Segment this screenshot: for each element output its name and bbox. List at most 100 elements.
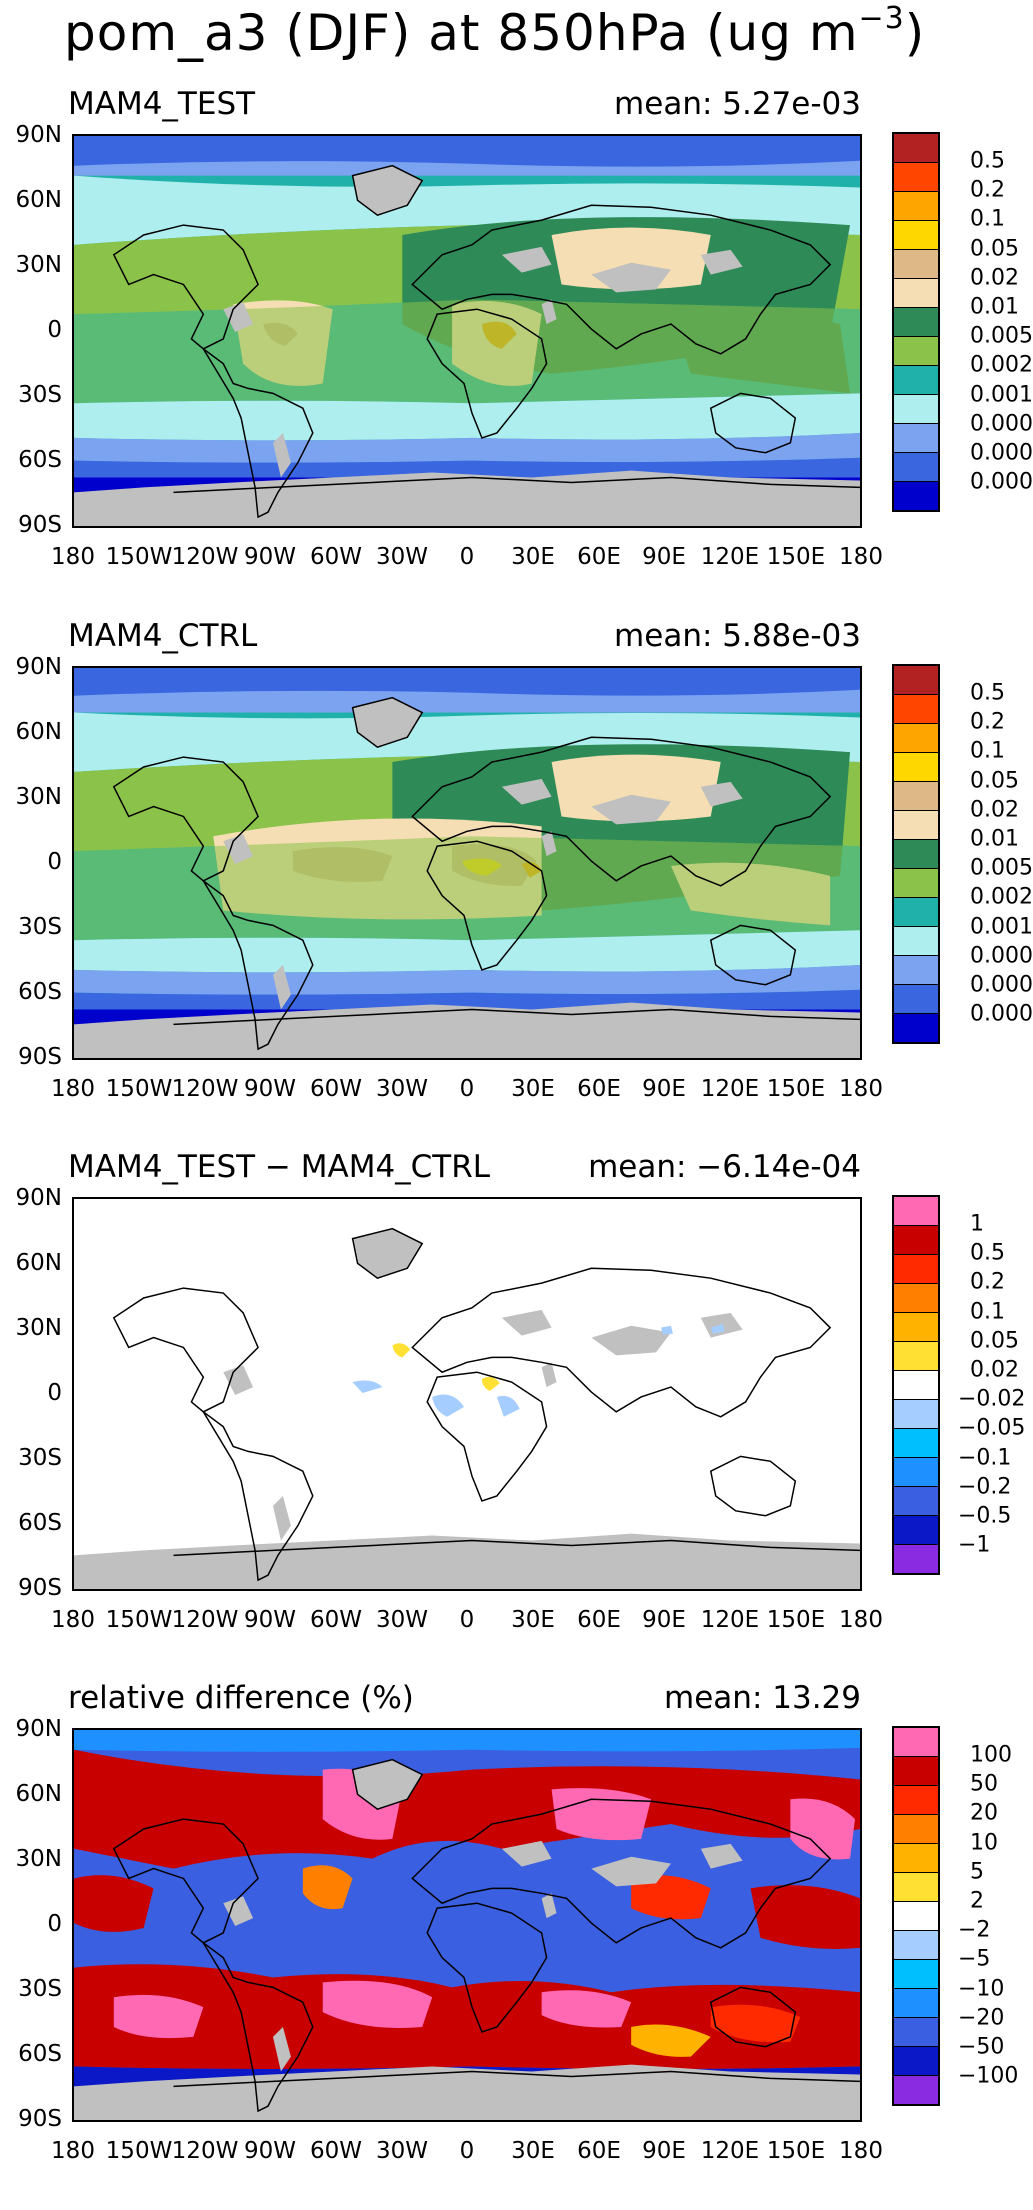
lon-label: 90E bbox=[642, 2138, 686, 2164]
colorbar-swatch bbox=[894, 395, 938, 424]
colorbar-swatch bbox=[894, 1902, 938, 1931]
colorbar-swatch bbox=[894, 695, 938, 724]
colorbar-swatch bbox=[894, 1255, 938, 1284]
panel-label: MAM4_TEST bbox=[68, 86, 256, 122]
colorbar-swatch bbox=[894, 1400, 938, 1429]
panel-label: MAM4_TEST − MAM4_CTRL bbox=[68, 1149, 491, 1185]
lat-label: 60N bbox=[15, 187, 62, 213]
lat-label: 30S bbox=[18, 1445, 62, 1471]
colorbar-label: 0.5 bbox=[970, 148, 1005, 174]
colorbar-label: 0.0001 bbox=[970, 469, 1033, 495]
lon-label: 90W bbox=[243, 544, 297, 570]
colorbar-swatch bbox=[894, 956, 938, 985]
colorbar-label: 0.0005 bbox=[970, 411, 1033, 437]
lon-label: 90E bbox=[642, 1076, 686, 1102]
lat-label: 90N bbox=[15, 654, 62, 680]
lon-label: 150E bbox=[766, 1076, 826, 1102]
colorbar-label: 20 bbox=[970, 1800, 998, 1826]
colorbar-label: 0.02 bbox=[970, 265, 1019, 291]
lat-label: 60S bbox=[18, 1510, 62, 1536]
colorbar-swatch bbox=[894, 308, 938, 337]
lon-label: 90E bbox=[642, 1607, 686, 1633]
lon-label: 180 bbox=[839, 544, 883, 570]
lon-label: 90W bbox=[243, 1607, 297, 1633]
colorbar-label: −20 bbox=[958, 2005, 1005, 2031]
panel-mean: mean: −6.14e-04 bbox=[588, 1149, 861, 1185]
colorbar-label: 0.2 bbox=[970, 709, 1005, 735]
colorbar-swatch bbox=[894, 1960, 938, 1989]
colorbar-label: 0.2 bbox=[970, 177, 1005, 203]
lat-label: 90S bbox=[18, 1044, 62, 1070]
colorbar-swatch bbox=[894, 366, 938, 395]
colorbar-swatch bbox=[894, 250, 938, 279]
lon-label: 120W bbox=[171, 2138, 239, 2164]
lat-label: 60N bbox=[15, 1781, 62, 1807]
colorbar-label: −0.1 bbox=[958, 1445, 1012, 1471]
colorbar-label: 5 bbox=[970, 1859, 984, 1885]
lon-label: 180 bbox=[51, 1607, 95, 1633]
colorbar-swatch bbox=[894, 1786, 938, 1815]
lon-label: 90E bbox=[642, 544, 686, 570]
panel-test: MAM4_TEST mean: 5.27e-03 90N 60N 30N bbox=[0, 86, 1033, 616]
colorbar-swatch bbox=[894, 192, 938, 221]
lon-label: 120E bbox=[700, 544, 760, 570]
lon-label: 30E bbox=[511, 1607, 555, 1633]
lat-label: 90N bbox=[15, 1716, 62, 1742]
colorbar-swatch bbox=[894, 1197, 938, 1226]
lat-label: 90S bbox=[18, 1575, 62, 1601]
colorbar-swatch bbox=[894, 1429, 938, 1458]
lon-label: 30E bbox=[511, 2138, 555, 2164]
lat-label: 30S bbox=[18, 382, 62, 408]
colorbar-label: 0.01 bbox=[970, 826, 1019, 852]
main-title-exponent: −3 bbox=[858, 1, 905, 37]
lat-label: 60S bbox=[18, 447, 62, 473]
colorbar-label: 0.1 bbox=[970, 206, 1005, 232]
lat-label: 30S bbox=[18, 914, 62, 940]
colorbar-swatch bbox=[894, 163, 938, 192]
colorbar-label: 1 bbox=[970, 1211, 984, 1237]
panel-mean: mean: 5.27e-03 bbox=[614, 86, 861, 122]
colorbar-label: 0.0002 bbox=[970, 972, 1033, 998]
panel-mean: mean: 13.29 bbox=[664, 1680, 861, 1716]
lon-label: 120E bbox=[700, 1076, 760, 1102]
lon-label: 60E bbox=[577, 1076, 621, 1102]
colorbar-swatch bbox=[894, 1014, 938, 1042]
lon-label: 180 bbox=[51, 1076, 95, 1102]
colorbar-label: −100 bbox=[958, 2063, 1019, 2089]
lat-label: 60S bbox=[18, 979, 62, 1005]
colorbar-label: 0.0002 bbox=[970, 440, 1033, 466]
lon-label: 0 bbox=[459, 544, 475, 570]
colorbar-label: 0.01 bbox=[970, 294, 1019, 320]
colorbar-label: 0.1 bbox=[970, 1299, 1005, 1325]
lon-label: 150W bbox=[105, 1607, 173, 1633]
colorbar-label: 0.02 bbox=[970, 1357, 1019, 1383]
lon-label: 120E bbox=[700, 2138, 760, 2164]
colorbar bbox=[892, 1195, 940, 1575]
colorbar-label: 2 bbox=[970, 1888, 984, 1914]
colorbar-swatch bbox=[894, 927, 938, 956]
lon-label: 0 bbox=[459, 2138, 475, 2164]
colorbar-swatch bbox=[894, 453, 938, 482]
lat-label: 60S bbox=[18, 2041, 62, 2067]
lat-label: 0 bbox=[47, 1380, 62, 1406]
lon-label: 90W bbox=[243, 1076, 297, 1102]
lon-label: 120E bbox=[700, 1607, 760, 1633]
panel-mean: mean: 5.88e-03 bbox=[614, 618, 861, 654]
colorbar-swatch bbox=[894, 1873, 938, 1902]
colorbar-swatch bbox=[894, 337, 938, 366]
lon-label: 60E bbox=[577, 544, 621, 570]
colorbar-swatch bbox=[894, 134, 938, 163]
colorbar-label: 0.05 bbox=[970, 768, 1019, 794]
colorbar-label: 0.05 bbox=[970, 1328, 1019, 1354]
colorbar-swatch bbox=[894, 811, 938, 840]
colorbar-swatch bbox=[894, 1342, 938, 1371]
map-svg bbox=[74, 1199, 860, 1589]
lon-label: 60E bbox=[577, 1607, 621, 1633]
colorbar-label: 0.001 bbox=[970, 382, 1033, 408]
colorbar bbox=[892, 1726, 940, 2106]
lat-label: 60N bbox=[15, 1250, 62, 1276]
lon-label: 150W bbox=[105, 2138, 173, 2164]
colorbar-swatch bbox=[894, 279, 938, 308]
colorbar-swatch bbox=[894, 898, 938, 927]
colorbar bbox=[892, 132, 940, 512]
